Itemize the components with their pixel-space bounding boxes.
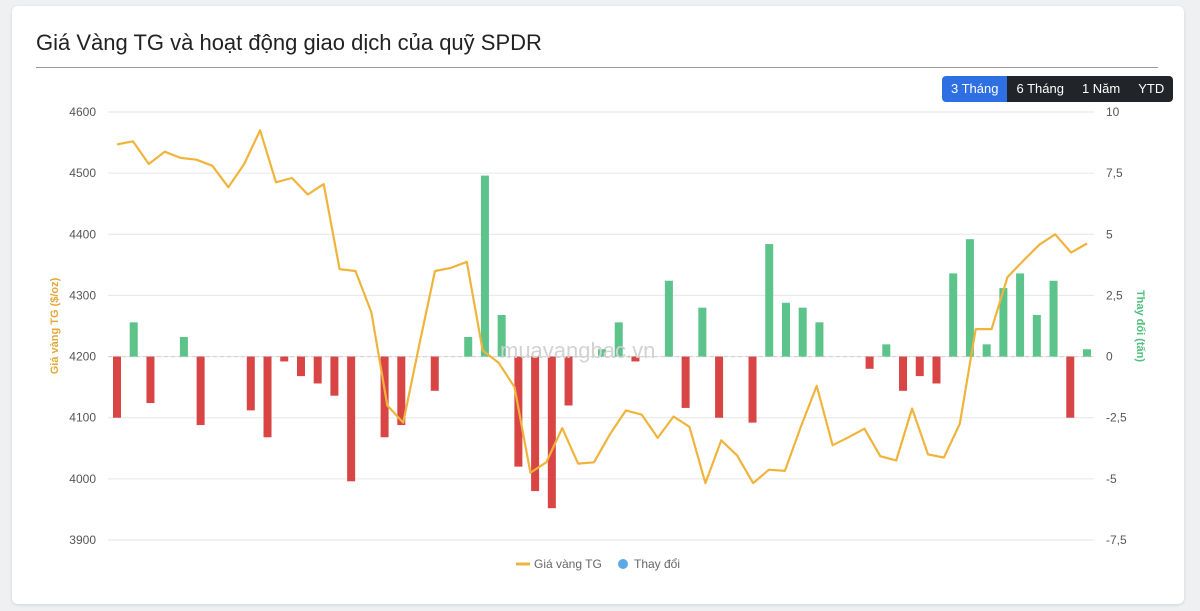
change-bar[interactable] xyxy=(1083,349,1091,357)
legend-change-label: Thay đổi xyxy=(634,557,680,571)
change-bar[interactable] xyxy=(296,356,305,377)
change-bar[interactable] xyxy=(598,349,606,357)
legend-item-change[interactable]: Thay đổi xyxy=(618,557,680,571)
change-bar[interactable] xyxy=(1016,273,1025,357)
left-tick-label: 3900 xyxy=(69,533,96,547)
left-tick-label: 4000 xyxy=(69,472,96,486)
watermark: muavangbac.vn xyxy=(500,338,656,363)
left-tick-label: 4100 xyxy=(69,411,96,425)
left-tick-label: 4500 xyxy=(69,166,96,180)
left-axis: 4600 4500 4400 4300 4200 4100 4000 3900 xyxy=(69,105,96,547)
left-tick-label: 4300 xyxy=(69,288,96,302)
change-bar[interactable] xyxy=(480,175,489,357)
right-tick-label: 7,5 xyxy=(1106,166,1123,180)
change-bar[interactable] xyxy=(330,356,339,396)
left-tick-label: 4200 xyxy=(69,350,96,364)
change-bar[interactable] xyxy=(313,356,322,384)
range-1-year-button[interactable]: 1 Năm xyxy=(1072,76,1130,102)
legend-item-price[interactable]: Giá vàng TG xyxy=(516,557,602,571)
change-bar[interactable] xyxy=(380,356,389,438)
right-tick-label: 10 xyxy=(1106,105,1120,119)
right-axis-title: Thay đổi (tấn) xyxy=(1134,290,1146,362)
change-bars xyxy=(113,175,1091,509)
change-bar[interactable] xyxy=(915,356,924,377)
change-bar[interactable] xyxy=(664,280,673,357)
right-axis: 10 7,5 5 2,5 0 -2,5 -5 -7,5 xyxy=(1106,105,1127,547)
range-6-months-button[interactable]: 6 Tháng xyxy=(1007,76,1073,102)
legend: Giá vàng TG Thay đổi xyxy=(516,557,680,571)
legend-change-swatch xyxy=(618,559,628,569)
range-selector: 3 Tháng 6 Tháng 1 Năm YTD xyxy=(942,76,1174,102)
change-bar[interactable] xyxy=(397,356,406,426)
change-bar[interactable] xyxy=(430,356,439,391)
change-bar[interactable] xyxy=(113,356,121,418)
range-ytd-button[interactable]: YTD xyxy=(1129,76,1174,102)
change-bar[interactable] xyxy=(547,356,556,509)
change-bar[interactable] xyxy=(815,322,824,357)
change-bar[interactable] xyxy=(899,356,908,391)
right-tick-label: 5 xyxy=(1106,227,1113,241)
legend-price-label: Giá vàng TG xyxy=(534,557,602,571)
change-bar[interactable] xyxy=(179,337,188,357)
chart-card xyxy=(12,6,1184,604)
change-bar[interactable] xyxy=(681,356,690,408)
left-tick-label: 4400 xyxy=(69,227,96,241)
range-3-months-button[interactable]: 3 Tháng xyxy=(942,76,1008,102)
change-bar[interactable] xyxy=(631,356,640,362)
page-title: Giá Vàng TG và hoạt động giao dịch của q… xyxy=(36,30,542,55)
change-bar[interactable] xyxy=(882,344,891,357)
change-bar[interactable] xyxy=(246,356,255,411)
left-axis-title: Giá vàng TG ($/oz) xyxy=(49,277,61,374)
change-bar[interactable] xyxy=(715,356,724,418)
change-bar[interactable] xyxy=(347,356,356,482)
change-bar[interactable] xyxy=(932,356,941,384)
change-bar[interactable] xyxy=(965,239,974,357)
right-tick-label: 2,5 xyxy=(1106,288,1123,302)
right-tick-label: -2,5 xyxy=(1106,411,1127,425)
right-tick-label: -7,5 xyxy=(1106,533,1127,547)
change-bar[interactable] xyxy=(146,356,155,404)
change-bar[interactable] xyxy=(982,344,991,357)
change-bar[interactable] xyxy=(798,307,807,357)
change-bar[interactable] xyxy=(497,314,506,357)
change-bar[interactable] xyxy=(614,322,623,357)
change-bar[interactable] xyxy=(748,356,757,423)
price-line-path[interactable] xyxy=(116,129,1088,485)
change-bar[interactable] xyxy=(263,356,272,438)
change-bar[interactable] xyxy=(280,356,289,362)
change-bar[interactable] xyxy=(1032,314,1041,357)
right-tick-label: -5 xyxy=(1106,472,1117,486)
right-tick-label: 0 xyxy=(1106,350,1113,364)
change-bar[interactable] xyxy=(1066,356,1075,418)
change-bar[interactable] xyxy=(129,322,138,357)
title-divider xyxy=(36,67,1158,68)
change-bar[interactable] xyxy=(1049,280,1058,357)
change-bar[interactable] xyxy=(531,356,540,492)
change-bar[interactable] xyxy=(865,356,874,369)
change-bar[interactable] xyxy=(999,288,1008,357)
change-bar[interactable] xyxy=(564,356,573,406)
change-bar[interactable] xyxy=(949,273,958,357)
left-tick-label: 4600 xyxy=(69,105,96,119)
change-bar[interactable] xyxy=(464,337,473,357)
price-line xyxy=(116,129,1088,485)
change-bar[interactable] xyxy=(196,356,205,426)
grid xyxy=(108,111,1094,541)
change-bar[interactable] xyxy=(765,244,774,357)
change-bar[interactable] xyxy=(781,302,790,357)
change-bar[interactable] xyxy=(698,307,707,357)
